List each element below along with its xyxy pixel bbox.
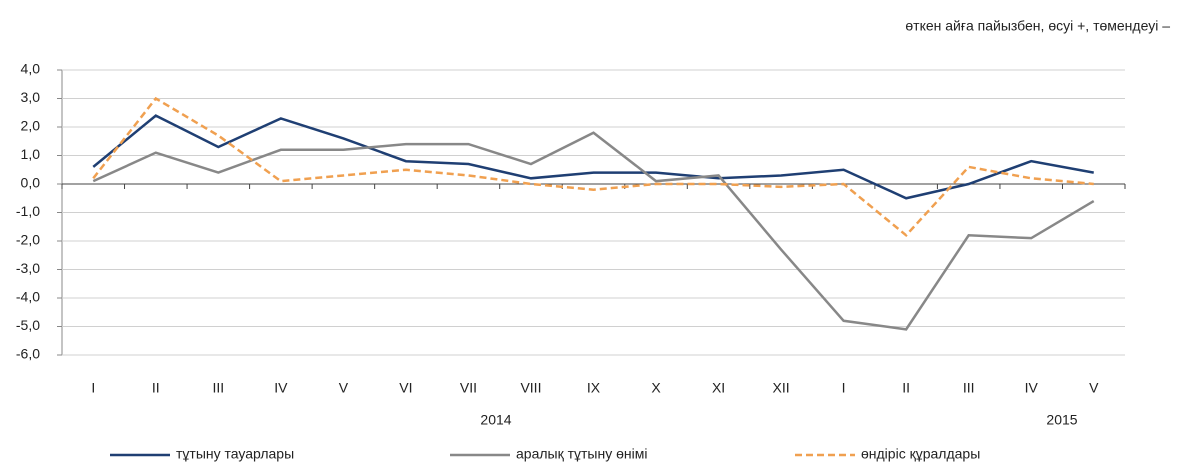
legend-label: аралық тұтыну өнімі: [516, 446, 647, 462]
y-tick-label: 2,0: [21, 118, 41, 134]
x-tick-label: III: [212, 380, 224, 396]
x-tick-label: VI: [399, 380, 412, 396]
x-tick-label: IX: [587, 380, 601, 396]
x-tick-label: XII: [773, 380, 790, 396]
x-tick-label: IV: [1025, 380, 1039, 396]
x-tick-label: III: [963, 380, 975, 396]
x-tick-label: VII: [460, 380, 477, 396]
x-tick-label: II: [902, 380, 910, 396]
year-label: 2014: [480, 412, 511, 428]
y-tick-label: -4,0: [16, 289, 40, 305]
series-line: [92, 96, 1094, 238]
x-tick-label: II: [152, 380, 160, 396]
legend-label: тұтыну тауарлары: [176, 446, 294, 462]
y-tick-label: 4,0: [21, 61, 41, 77]
x-tick-label: XI: [712, 380, 725, 396]
x-tick-label: X: [651, 380, 661, 396]
x-tick-label: I: [842, 380, 846, 396]
chart-subtitle: өткен айға пайызбен, өсуі +, төмендеуі –: [905, 18, 1170, 34]
x-tick-label: VIII: [520, 380, 541, 396]
y-tick-label: -5,0: [16, 317, 40, 333]
y-tick-label: -1,0: [16, 203, 40, 219]
series-line: [92, 114, 1094, 200]
y-tick-label: -3,0: [16, 260, 40, 276]
y-tick-label: -6,0: [16, 346, 40, 362]
year-label: 2015: [1046, 412, 1077, 428]
y-tick-label: 0,0: [21, 175, 41, 191]
y-tick-label: -2,0: [16, 232, 40, 248]
y-tick-label: 1,0: [21, 146, 41, 162]
series-line: [92, 131, 1095, 331]
x-tick-label: IV: [274, 380, 288, 396]
x-tick-label: V: [339, 380, 349, 396]
x-tick-label: V: [1089, 380, 1099, 396]
x-tick-label: I: [91, 380, 95, 396]
y-tick-label: 3,0: [21, 89, 41, 105]
legend-label: өндіріс құралдары: [861, 446, 980, 462]
